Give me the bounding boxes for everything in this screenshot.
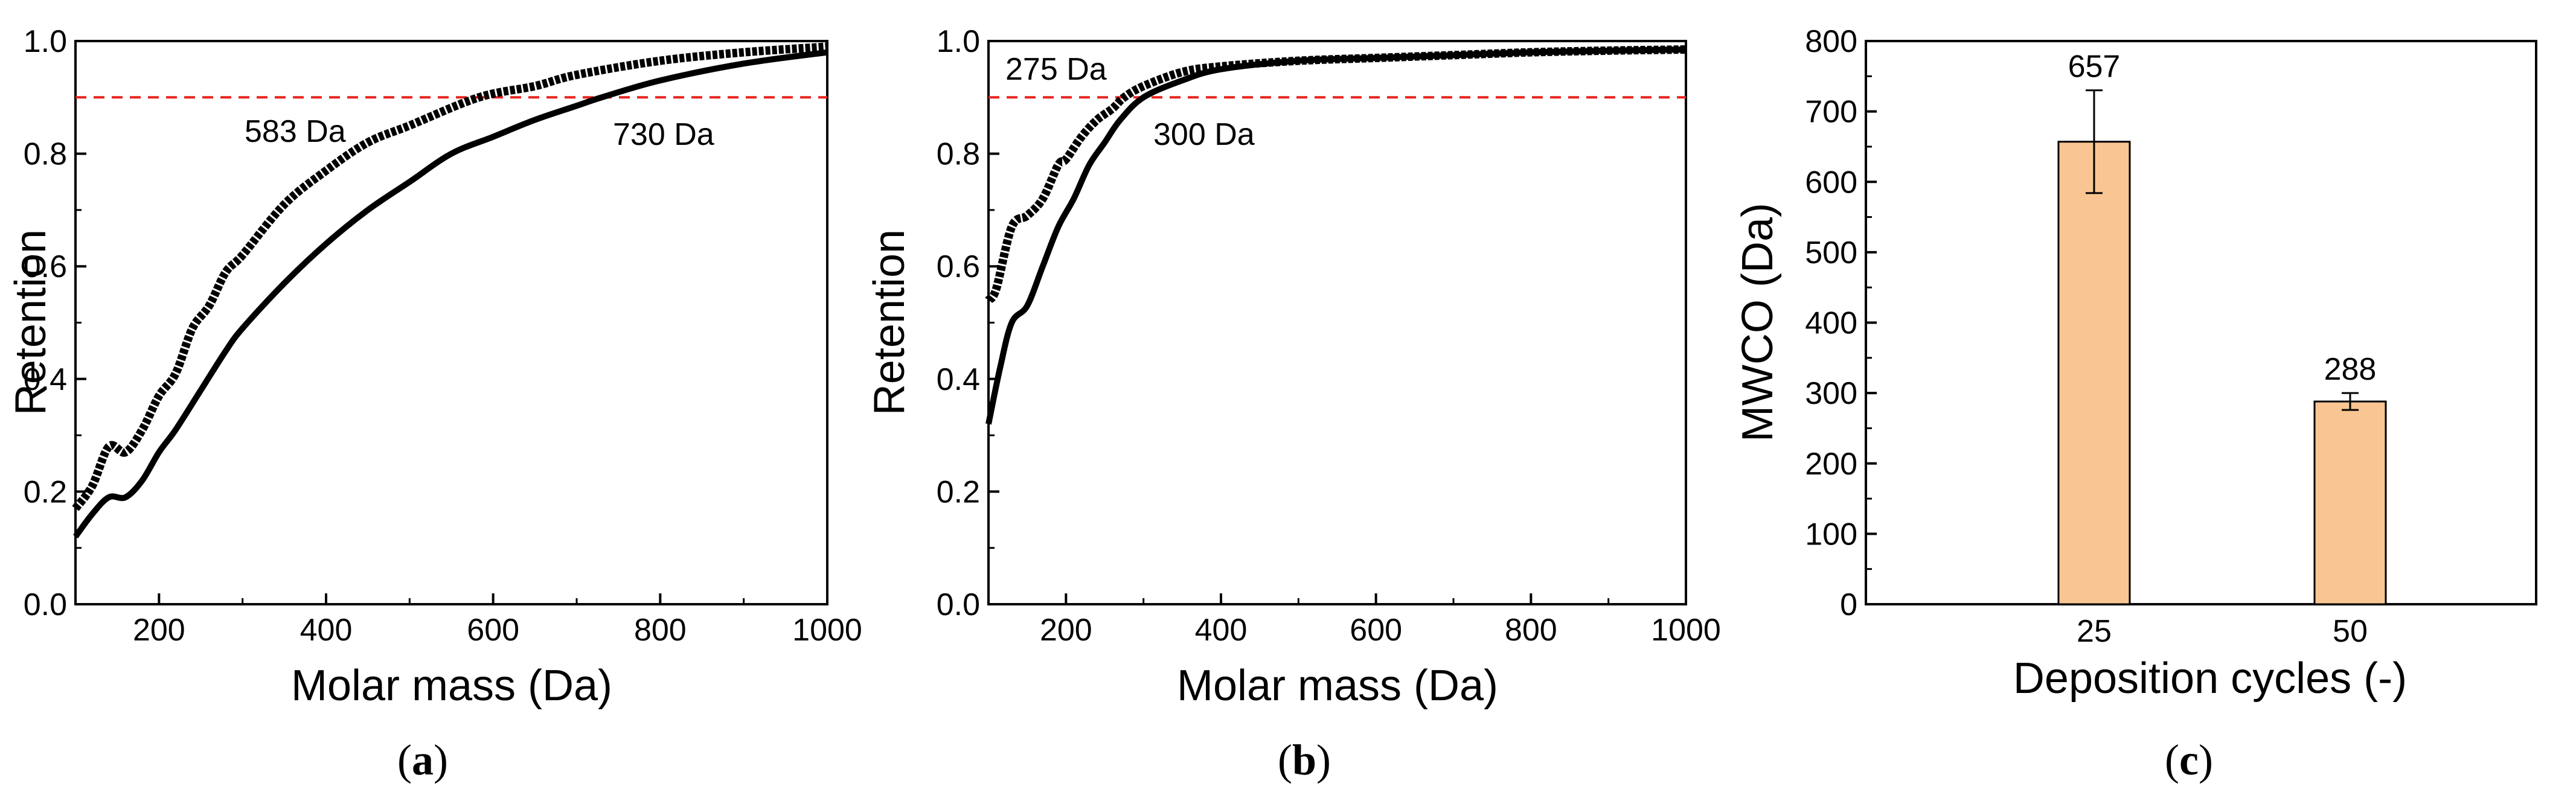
bar: [2313, 400, 2387, 605]
x-tick-label: 50: [2333, 614, 2368, 649]
annotation: 730 Da: [613, 117, 714, 152]
y-tick-label: 400: [1805, 306, 1857, 341]
panel-label: (c): [2165, 736, 2213, 784]
x-tick-label: 800: [1505, 613, 1557, 648]
panel-b: 200 400 600 800 1000 0.0 0.2 0.4 0.6 0.8 1.0 Molar…: [865, 24, 1721, 784]
plot-frame: [74, 40, 828, 605]
x-axis-title: Molar mass (Da): [1177, 662, 1498, 710]
x-tick-label: 200: [133, 613, 185, 648]
y-axis-title: Retention: [865, 229, 914, 415]
panel-label: (b): [1278, 736, 1331, 784]
y-tick-label: 0.6: [24, 249, 67, 284]
y-tick-label: 300: [1805, 376, 1857, 411]
data-label: 288: [2324, 352, 2377, 387]
y-tick-label: 0.0: [24, 587, 67, 622]
x-tick-label: 1000: [792, 613, 862, 648]
plot-frame: [1865, 40, 2537, 605]
series-line-curve-lower: [72, 49, 828, 539]
annotation: 583 Da: [245, 114, 346, 149]
panel-c: 0 100 200 300 400 500 600 700 800 25 50 657 288 Dep…: [1734, 24, 2537, 784]
plot-frame: [987, 40, 1687, 605]
x-tick-label: 400: [1195, 613, 1248, 648]
y-tick-label: 0.0: [937, 587, 980, 622]
y-tick-label: 800: [1805, 24, 1857, 59]
data-label: 657: [2068, 49, 2121, 85]
x-tick-label: 400: [300, 613, 353, 648]
annotation: 300 Da: [1153, 117, 1255, 152]
bar: [2057, 141, 2131, 605]
panel-a: 200 400 600 800 1000 0.0 0.2 0.4 0.6 0.8 1.0 Molar…: [7, 24, 862, 784]
x-tick-label: 600: [1350, 613, 1402, 648]
y-axis-title: MWCO (Da): [1734, 203, 1782, 442]
x-tick-label: 800: [634, 613, 687, 648]
y-tick-label: 0: [1840, 587, 1857, 622]
y-tick-label: 100: [1805, 517, 1857, 552]
x-tick-label: 600: [467, 613, 519, 648]
x-tick-label: 25: [2077, 614, 2112, 649]
y-tick-label: 0.4: [937, 362, 980, 397]
y-tick-label: 0.2: [937, 474, 980, 509]
y-tick-label: 200: [1805, 447, 1857, 482]
x-tick-label: 200: [1040, 613, 1092, 648]
x-axis-title: Deposition cycles (-): [2013, 654, 2407, 703]
y-tick-label: 500: [1805, 235, 1857, 270]
y-tick-label: 1.0: [24, 24, 67, 59]
y-tick-label: 0.8: [24, 137, 67, 172]
x-axis-title: Molar mass (Da): [291, 662, 612, 710]
y-tick-label: 600: [1805, 165, 1857, 200]
annotation: 275 Da: [1005, 52, 1107, 87]
series-line-curve-upper: [985, 45, 1687, 304]
y-tick-label: 0.4: [24, 362, 67, 397]
x-tick-label: 1000: [1651, 613, 1721, 648]
y-axis-title: Retention: [7, 229, 55, 415]
y-tick-label: 0.6: [937, 249, 980, 284]
series-line-curve-lower: [985, 46, 1687, 425]
panel-label: (a): [397, 736, 448, 784]
y-tick-label: 700: [1805, 95, 1857, 130]
series-line-curve-upper: [72, 42, 828, 511]
y-tick-label: 0.2: [24, 474, 67, 509]
y-tick-label: 0.8: [937, 137, 980, 172]
y-tick-label: 1.0: [937, 24, 980, 59]
